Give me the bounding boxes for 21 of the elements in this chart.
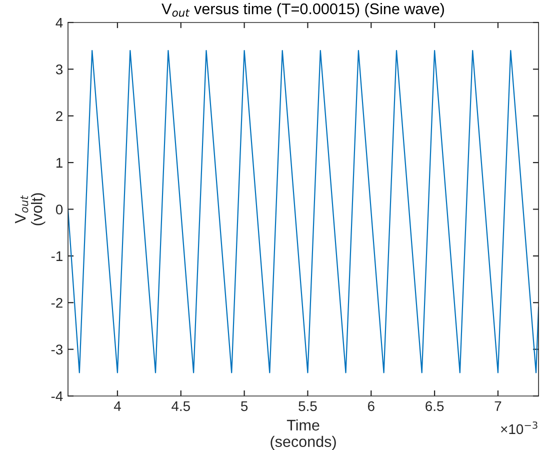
x-tick-label: 6.5 xyxy=(426,401,444,412)
x-tick-label: 5 xyxy=(240,401,248,412)
x-axis-title: Time (seconds) xyxy=(270,419,336,450)
y-tick-label: 0 xyxy=(56,204,63,214)
y-tick-label: 2 xyxy=(56,111,62,121)
y-tick-label: -4 xyxy=(51,391,63,402)
y-tick-label: 4 xyxy=(56,18,63,28)
x-tick-label: 5.5 xyxy=(298,401,317,412)
chart-title: V$_{out}$ versus time (T=0.00015) (Sine wave) xyxy=(162,3,444,18)
x-tick-label: 4 xyxy=(114,401,121,411)
y-tick-label: -3 xyxy=(51,344,63,354)
y-tick-label: -1 xyxy=(51,251,62,261)
x-tick-label: 7 xyxy=(494,401,502,411)
y-tick-label: 1 xyxy=(56,158,62,168)
text: ×10$^{−3}$ xyxy=(501,421,538,434)
x-tick-label: 4.5 xyxy=(172,401,190,412)
line-series xyxy=(68,50,539,374)
y-tick-label: 3 xyxy=(56,64,63,74)
y-tick-label: -2 xyxy=(51,298,62,308)
y-axis-title: V$_{out}$ (volt) xyxy=(15,193,46,226)
x-tick-label: 6 xyxy=(368,401,374,412)
